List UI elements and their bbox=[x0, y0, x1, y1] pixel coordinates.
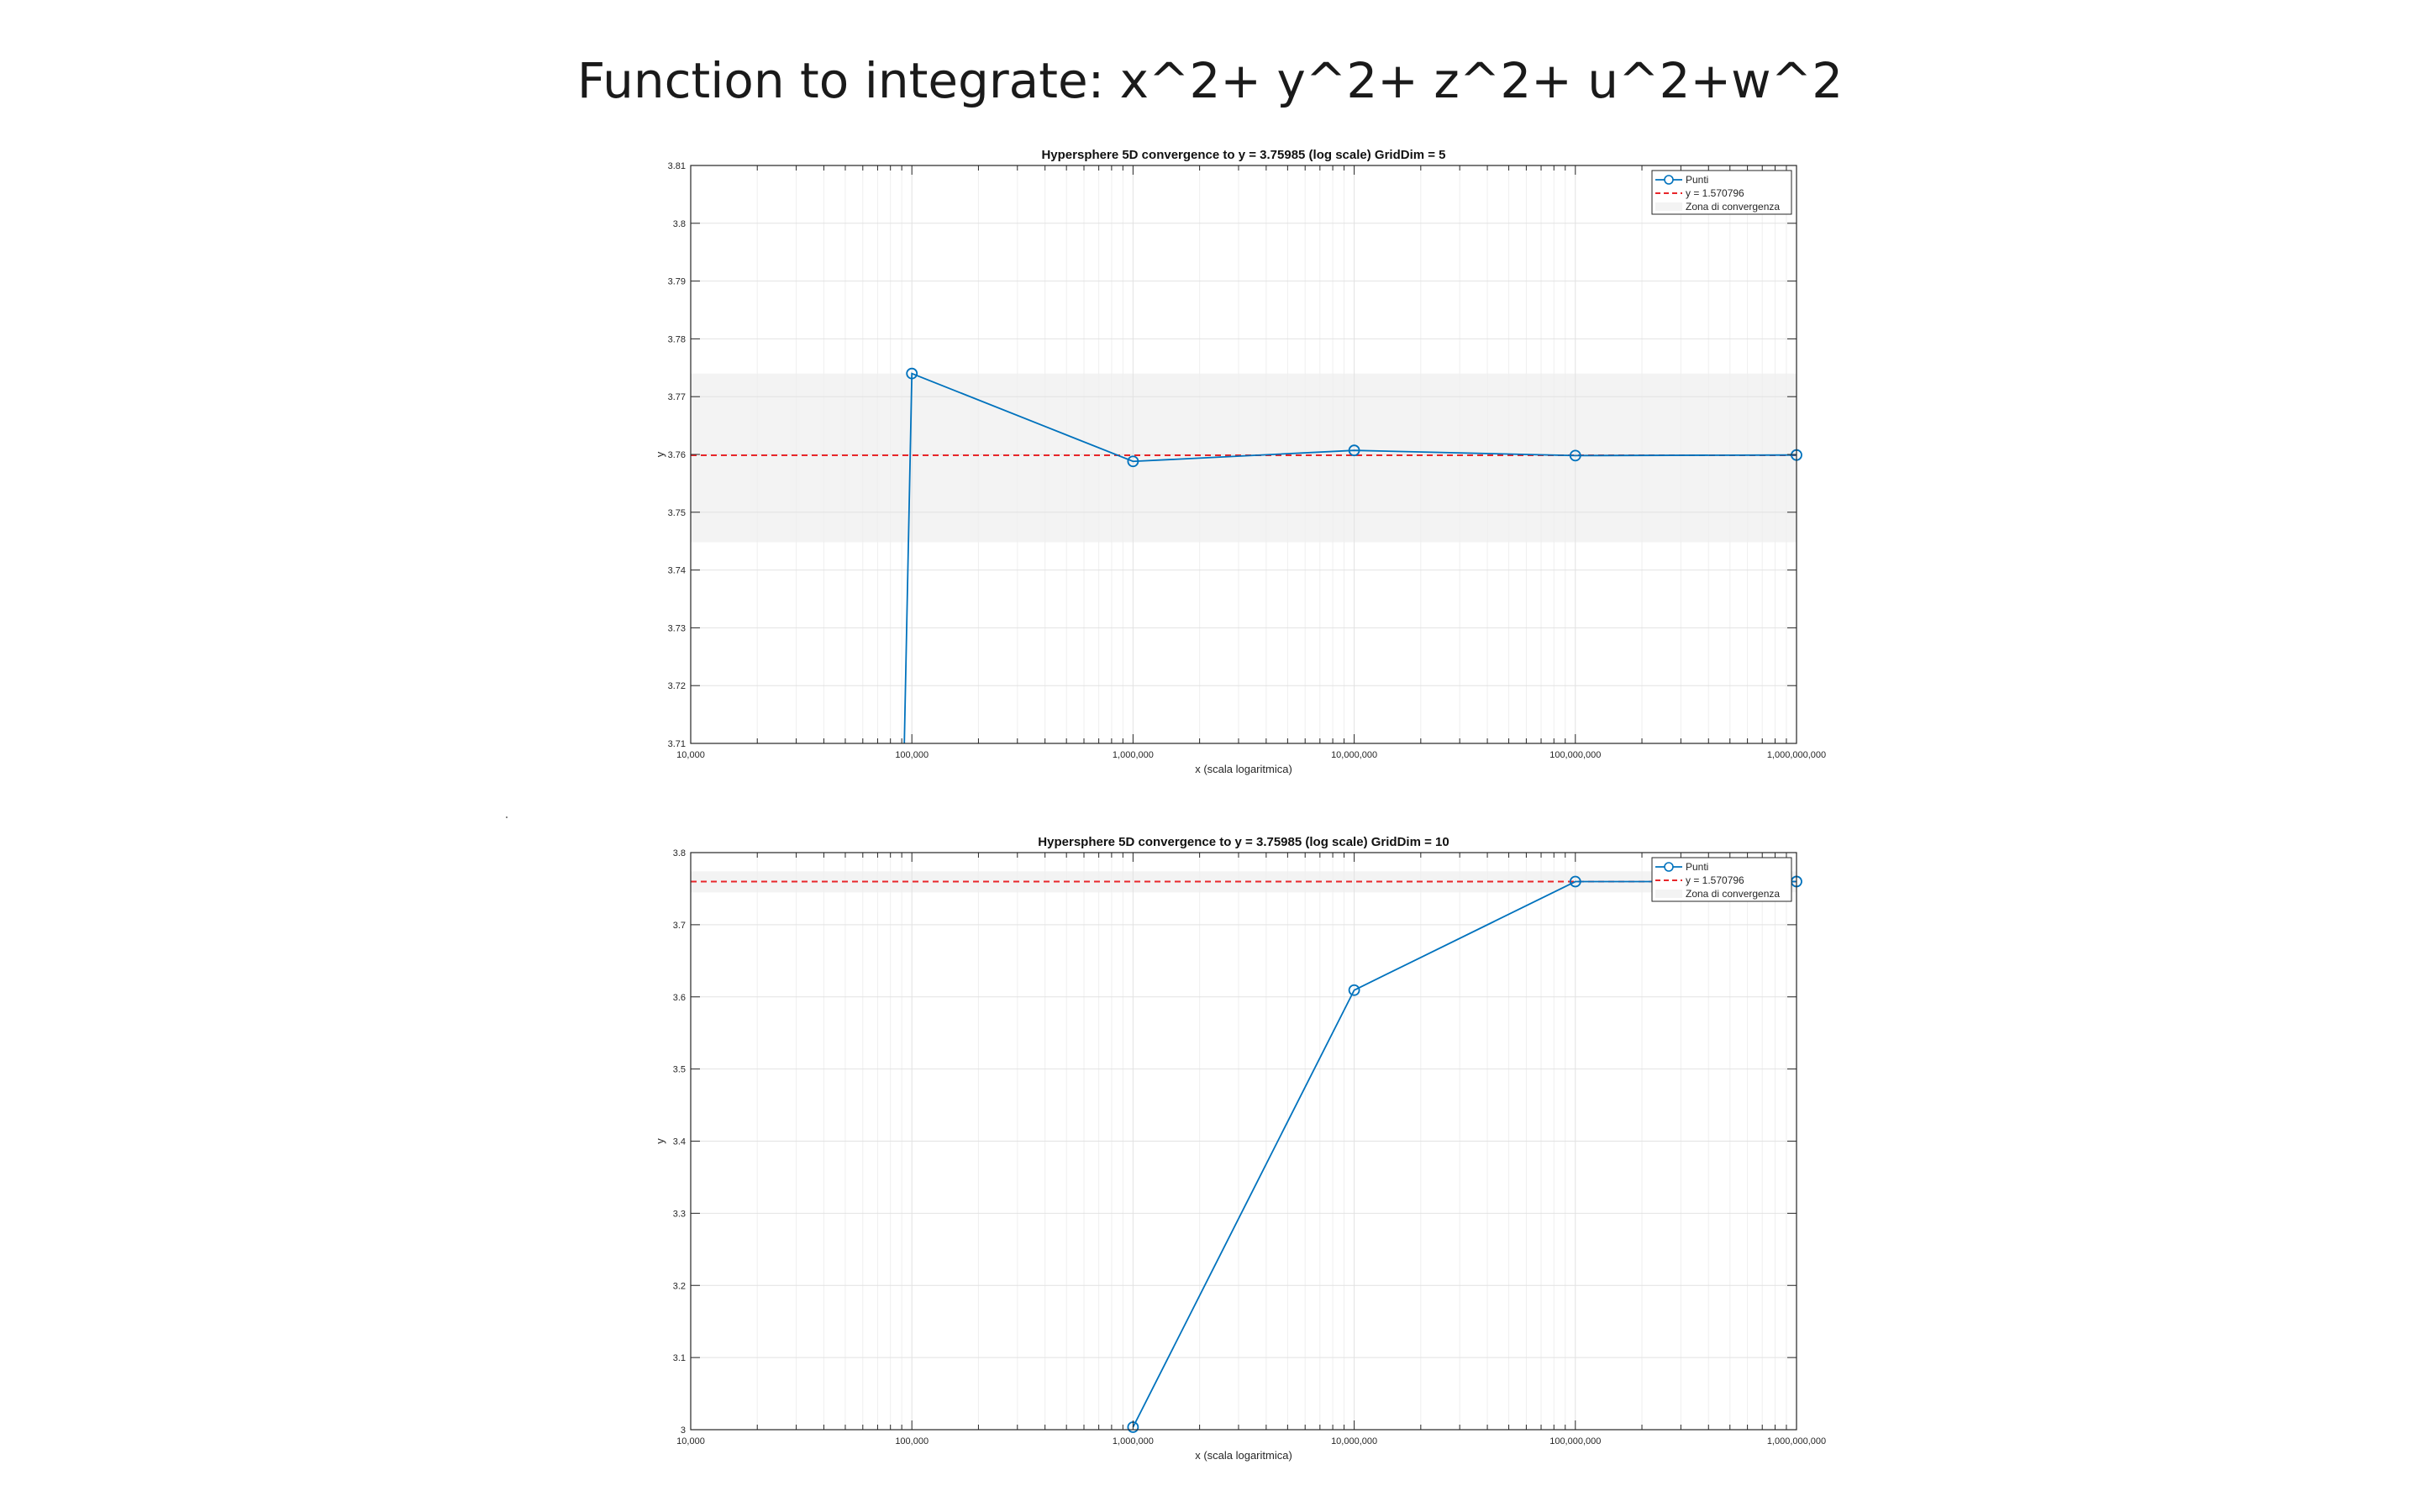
x-tick-label: 1,000,000 bbox=[1113, 750, 1154, 760]
y-tick-label: 3.3 bbox=[673, 1209, 686, 1219]
data-point bbox=[1127, 455, 1139, 468]
y-axis-label: y bbox=[654, 1138, 666, 1144]
chart-1: 10,000 100,000 1,000,000 10,000,000 100,000,… bbox=[654, 148, 1827, 775]
x-axis-label: x (scala logaritmica) bbox=[1195, 1449, 1292, 1462]
x-tick-label: 10,000,000 bbox=[1331, 750, 1377, 760]
legend-entry-label: y = 1.570796 bbox=[1686, 187, 1744, 199]
legend-entry-label: Punti bbox=[1686, 174, 1708, 186]
stray-dot bbox=[506, 816, 508, 818]
x-tick-label: 100,000,000 bbox=[1549, 750, 1601, 760]
data-point bbox=[1569, 875, 1581, 888]
data-point bbox=[1348, 444, 1360, 457]
y-tick-label: 3.73 bbox=[668, 623, 686, 633]
y-tick-label: 3.5 bbox=[673, 1065, 686, 1075]
x-tick-label: 100,000 bbox=[895, 750, 929, 760]
y-tick-label: 3.1 bbox=[673, 1353, 686, 1363]
legend-zone-swatch bbox=[1655, 890, 1682, 898]
data-point bbox=[1569, 449, 1581, 462]
legend-entry-label: Punti bbox=[1686, 861, 1708, 873]
x-tick-label: 10,000 bbox=[676, 1436, 705, 1446]
data-point bbox=[1348, 984, 1360, 996]
y-axis-label: y bbox=[654, 451, 666, 457]
series-line bbox=[903, 372, 1797, 743]
x-tick-label: 1,000,000,000 bbox=[1767, 750, 1826, 760]
y-tick-label: 3.4 bbox=[673, 1137, 686, 1147]
y-tick-label: 3.75 bbox=[668, 508, 686, 518]
y-tick-label: 3.72 bbox=[668, 681, 686, 691]
chart-title: Hypersphere 5D convergence to y = 3.7598… bbox=[1038, 835, 1449, 849]
y-tick-label: 3.8 bbox=[673, 219, 686, 229]
slide-title: Function to integrate: x^2+ y^2+ z^2+ u^… bbox=[576, 52, 1844, 109]
x-tick-label: 10,000 bbox=[676, 750, 705, 760]
y-tick-label: 3.81 bbox=[668, 161, 686, 171]
y-tick-label: 3.8 bbox=[673, 848, 686, 858]
x-tick-label: 100,000,000 bbox=[1549, 1436, 1601, 1446]
y-tick-label: 3 bbox=[681, 1425, 686, 1436]
axes: 10,000 100,000 1,000,000 10,000,000 100,000,… bbox=[668, 161, 1827, 760]
y-tick-label: 3.2 bbox=[673, 1281, 686, 1291]
data-point bbox=[906, 367, 918, 380]
x-tick-label: 1,000,000 bbox=[1113, 1436, 1154, 1446]
legend-entry-label: Zona di convergenza bbox=[1686, 888, 1780, 900]
convergence-zone bbox=[691, 373, 1797, 543]
y-tick-label: 3.79 bbox=[668, 277, 686, 287]
y-tick-label: 3.77 bbox=[668, 392, 686, 402]
y-tick-label: 3.76 bbox=[668, 450, 686, 460]
y-tick-label: 3.71 bbox=[668, 739, 686, 749]
legend-zone-swatch bbox=[1655, 202, 1682, 211]
x-tick-label: 10,000,000 bbox=[1331, 1436, 1377, 1446]
legend-series-marker bbox=[1664, 862, 1674, 872]
x-tick-label: 1,000,000,000 bbox=[1767, 1436, 1826, 1446]
x-tick-label: 100,000 bbox=[895, 1436, 929, 1446]
legend-series-marker bbox=[1664, 175, 1674, 185]
chart-2: 10,000 100,000 1,000,000 10,000,000 100,000,… bbox=[654, 835, 1826, 1462]
y-tick-label: 3.6 bbox=[673, 993, 686, 1003]
y-tick-label: 3.7 bbox=[673, 921, 686, 931]
chart-title: Hypersphere 5D convergence to y = 3.7598… bbox=[1041, 148, 1445, 162]
legend-entry-label: y = 1.570796 bbox=[1686, 874, 1744, 886]
axes: 10,000 100,000 1,000,000 10,000,000 100,000,… bbox=[673, 848, 1826, 1446]
legend-entry-label: Zona di convergenza bbox=[1686, 201, 1780, 213]
x-axis-label: x (scala logaritmica) bbox=[1195, 763, 1292, 775]
y-tick-label: 3.78 bbox=[668, 334, 686, 344]
y-tick-label: 3.74 bbox=[668, 566, 686, 576]
